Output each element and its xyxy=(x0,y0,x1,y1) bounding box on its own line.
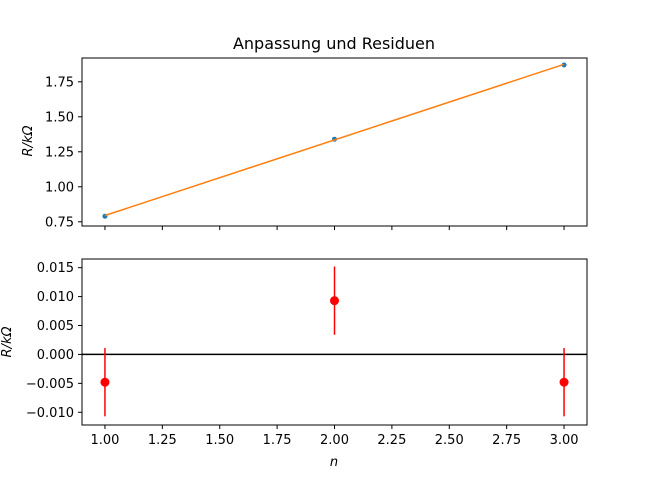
residual-x-tick-label: 2.75 xyxy=(492,433,521,448)
residual-y-tick-label: −0.005 xyxy=(26,377,74,392)
residual-panel: R/kΩ n 1.00 1.25 1.50 1.75 2.00 2.25 2.50 2.75 3… xyxy=(0,258,588,470)
fit-plot-area: 0.75 1.00 1.25 1.50 1.75 xyxy=(45,57,588,230)
fit-y-axis-label: R/kΩ xyxy=(21,125,36,156)
residual-residual-point xyxy=(330,296,339,306)
residual-x-tick-label: 1.50 xyxy=(205,433,234,448)
fit-panel: Anpassung und Residuen R/kΩ 0.75 1.00 1.25… xyxy=(21,34,588,230)
fit-y-tick-label: 1.25 xyxy=(45,145,74,160)
residual-y-tick-label: 0.010 xyxy=(37,290,74,305)
residual-x-tick-label: 3.00 xyxy=(550,433,579,448)
residual-x-tick-label: 2.25 xyxy=(377,433,406,448)
residual-x-tick-label: 2.00 xyxy=(320,433,349,448)
residual-x-tick-label: 1.00 xyxy=(90,433,119,448)
residual-y-tick-label: −0.010 xyxy=(26,406,74,421)
residual-x-axis-label: n xyxy=(330,455,338,470)
fit-y-tick-label: 1.50 xyxy=(45,110,74,125)
fit-y-tick-label: 0.75 xyxy=(45,215,74,230)
residual-residual-point xyxy=(100,377,110,387)
residual-x-tick-label: 1.75 xyxy=(263,433,292,448)
fit-y-tick-label: 1.75 xyxy=(45,75,74,90)
residual-residual-point xyxy=(559,377,569,387)
residual-plot-area: 1.00 1.25 1.50 1.75 2.00 2.25 2.50 2.75 3.00 −0.0… xyxy=(26,258,588,448)
residual-y-axis-label: R/kΩ xyxy=(0,326,15,357)
fit-fit-line xyxy=(104,63,565,217)
residual-x-tick-label: 2.50 xyxy=(435,433,464,448)
residual-x-tick-label: 1.25 xyxy=(148,433,177,448)
residual-y-tick-label: 0.015 xyxy=(37,261,74,276)
fit-y-tick-label: 1.00 xyxy=(45,180,74,195)
residual-y-tick-label: 0.005 xyxy=(37,319,74,334)
residual-y-tick-label: 0.000 xyxy=(37,348,74,363)
chart-title: Anpassung und Residuen xyxy=(233,34,435,53)
